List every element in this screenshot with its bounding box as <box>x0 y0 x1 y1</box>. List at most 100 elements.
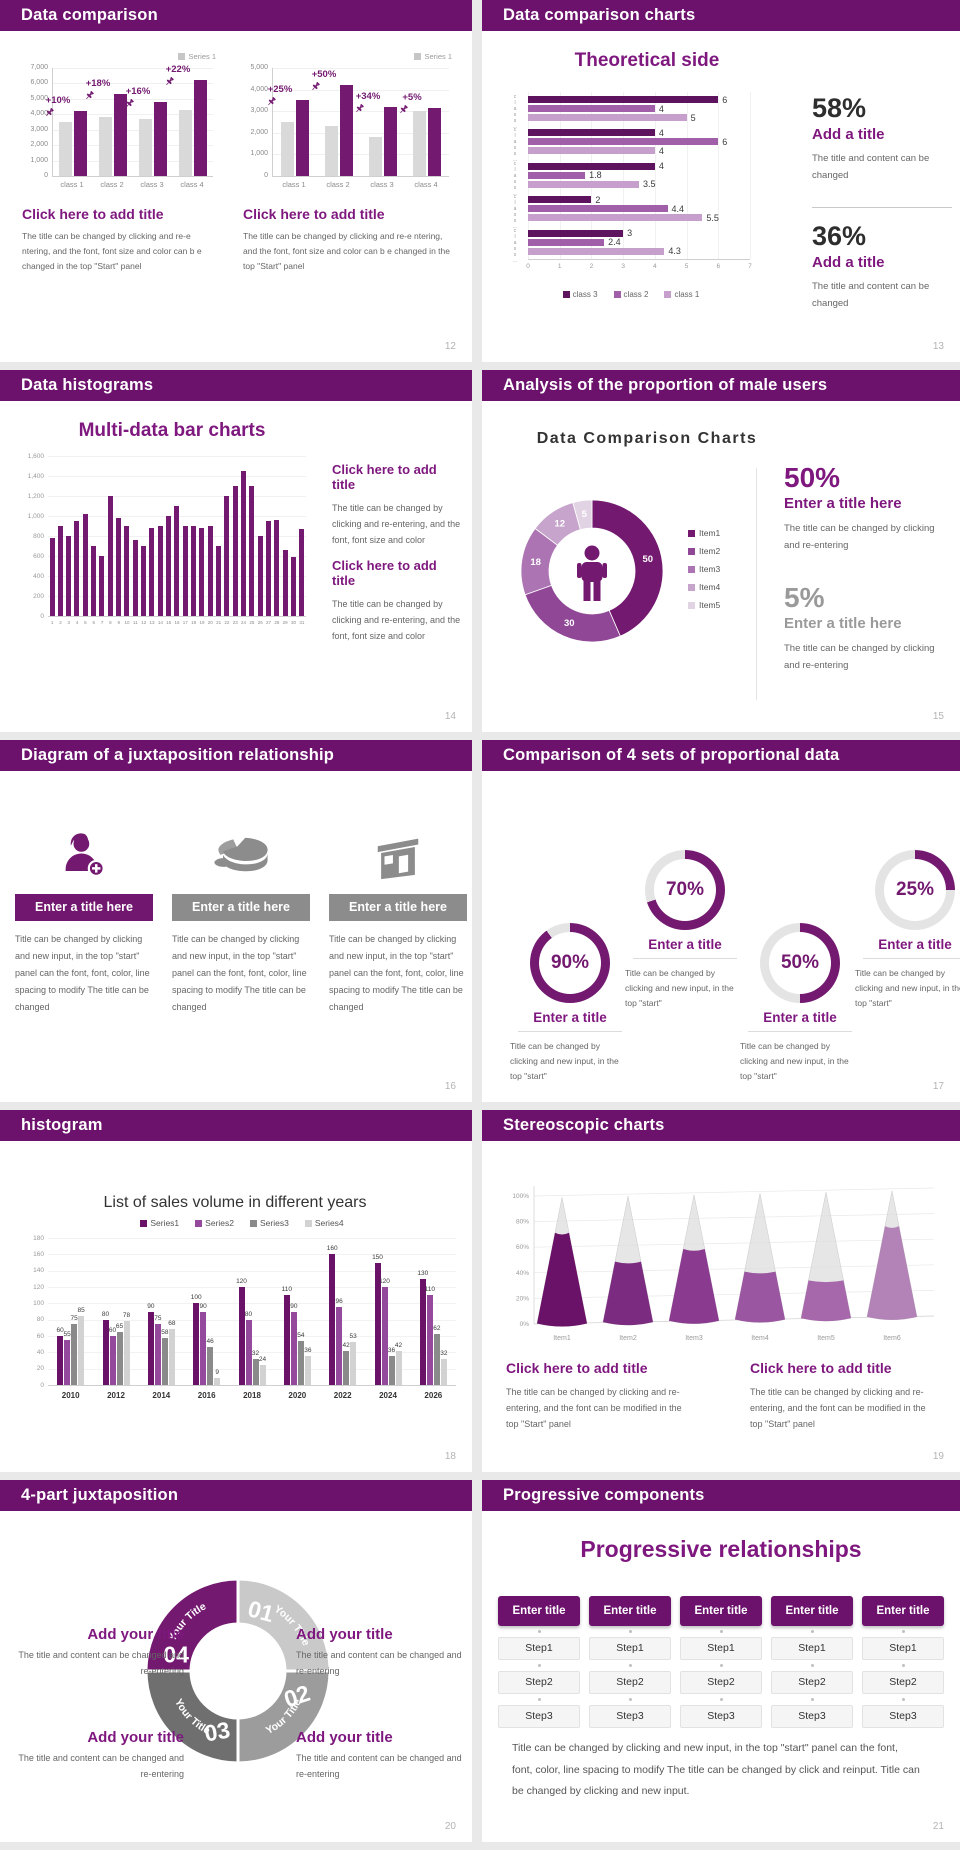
x-axis-label: 2012 <box>107 1391 125 1400</box>
slide-title: Progressive relationships <box>580 1536 862 1562</box>
pie-3d-icon <box>172 802 310 886</box>
bar <box>528 171 586 179</box>
block-body: The title can be changed by clicking and… <box>506 1387 682 1430</box>
bar <box>528 147 655 155</box>
bar <box>154 1323 161 1385</box>
x-axis-label: 28 <box>274 620 280 625</box>
bar <box>161 1337 168 1385</box>
x-axis-label: 29 <box>282 620 288 625</box>
bar-value-label: 46 <box>206 1338 214 1346</box>
chart-title: List of sales volume in different years <box>103 1194 367 1211</box>
bar <box>440 1358 447 1385</box>
legend: class 3 class 2 class 1 <box>512 290 750 299</box>
slide-13-data-comparison-charts[interactable]: Data comparison charts Theoretical side … <box>482 0 960 362</box>
slide-20-4-part-juxtaposition[interactable]: 4-part juxtaposition Your Title Your Titl… <box>0 1480 472 1842</box>
bar <box>381 1287 388 1385</box>
x-axis-label: 31 <box>299 620 305 625</box>
gridline <box>623 92 625 259</box>
column-body: Title can be changed by clicking and new… <box>15 934 150 1013</box>
bar <box>413 111 426 176</box>
block-body: The title and content can be changed and… <box>296 1753 462 1780</box>
page-number: 19 <box>932 1451 944 1462</box>
y-axis-label: 3,000 <box>30 125 48 133</box>
text-block: Add your title The title and content can… <box>12 1626 184 1679</box>
bar-value-label: 110 <box>281 1286 293 1294</box>
legend-label: Item4 <box>699 582 721 592</box>
gridline <box>53 98 213 100</box>
step-connector-dot <box>719 1698 723 1701</box>
slide-17-proportional-data[interactable]: Comparison of 4 sets of proportional dat… <box>482 740 960 1102</box>
bar <box>304 1355 311 1385</box>
legend-label: Series 1 <box>188 52 216 61</box>
gridline <box>273 111 449 113</box>
bar-value-label: 5.5 <box>706 212 719 223</box>
slide-15-male-users-proportion[interactable]: Analysis of the proportion of male users… <box>482 370 960 732</box>
gridline <box>273 89 449 91</box>
y-axis-label: 1,600 <box>27 452 44 460</box>
bar-value-label: 65 <box>115 1322 124 1330</box>
bar-value-label: 160 <box>326 1245 338 1253</box>
chart-class-comparison-1: 0 1,000 2,000 3,000 4,000 5,000 6,000 7,000 clas… <box>20 52 218 204</box>
x-axis-label: Item2 <box>619 1335 637 1342</box>
enter-title-button: Enter title <box>862 1596 944 1626</box>
gridline <box>48 456 306 457</box>
slide-header: 4-part juxtaposition <box>0 1480 472 1511</box>
block-title: Add your title <box>87 1626 184 1643</box>
x-axis-label: class 4 <box>180 180 204 189</box>
x-axis-label: class 3 <box>140 180 164 189</box>
bar-value-label: 90 <box>290 1302 298 1310</box>
y-axis-label: 1,000 <box>250 150 268 158</box>
gridline <box>686 92 688 259</box>
legend-item: Item5 <box>688 600 720 610</box>
bar <box>154 101 167 176</box>
gridline <box>48 1368 456 1370</box>
pushpin <box>310 79 321 91</box>
bar <box>182 526 188 616</box>
gauge-text-block: Enter a title Title can be changed by cli… <box>740 1010 860 1084</box>
slide-21-progressive-components[interactable]: Progressive components Progressive relat… <box>482 1480 960 1842</box>
x-axis-label: 4 <box>75 620 79 625</box>
bar <box>245 1319 252 1385</box>
chart-sales-volume: 0 20 40 60 80 100 120 140 160 180 60 55 75 85 2010 80 60… <box>18 1232 463 1422</box>
bar <box>190 526 196 616</box>
slide-19-stereoscopic-charts[interactable]: Stereoscopic charts 0% 20% 40% 60% 80% 100% It… <box>482 1110 960 1472</box>
block-title: Click here to add title <box>332 462 437 492</box>
bar-value-label: 6 <box>722 94 728 105</box>
step-connector-dot <box>901 1698 905 1701</box>
block-body: The title can be changed by clicking and… <box>750 1387 926 1430</box>
bar-value-label: 9 <box>215 1368 219 1376</box>
gridline <box>53 83 213 85</box>
gridline <box>533 1213 935 1222</box>
y-axis-label: 1,400 <box>27 472 44 480</box>
x-axis-label: 6 <box>92 620 96 625</box>
page-number: 17 <box>932 1081 944 1092</box>
stat-body: The title and content can be changed <box>812 281 930 309</box>
x-axis-label: 18 <box>191 620 197 625</box>
stat-value: 36% <box>812 221 867 251</box>
bar-value-label: 4 <box>658 127 664 138</box>
slide-12-data-comparison[interactable]: Data comparison 0 1,000 2,000 3,000 4,000 5,0… <box>0 0 472 362</box>
slide-18-histogram[interactable]: histogram List of sales volume in differ… <box>0 1110 472 1472</box>
x-axis-label: 2020 <box>288 1391 307 1400</box>
bar-value-label: +34% <box>355 90 381 102</box>
gridline <box>48 1336 456 1337</box>
divider <box>812 207 952 208</box>
step-box: Step2 <box>589 1671 671 1694</box>
step-box: Step1 <box>771 1637 853 1660</box>
slide-14-data-histograms[interactable]: Data histograms Multi-data bar charts 0 2… <box>0 370 472 732</box>
bar-value-label: 6 <box>722 136 728 147</box>
y-axis-label: 40 <box>36 1348 44 1356</box>
y-axis-label: class… <box>512 194 518 231</box>
legend-label: Series2 <box>205 1218 234 1228</box>
block-body: The title and content can be changed and… <box>296 1650 462 1677</box>
gridline <box>654 92 656 259</box>
bar <box>257 536 263 616</box>
gridline <box>48 1254 456 1256</box>
legend-item: Item1 <box>688 528 720 538</box>
slide-16-juxtaposition-diagram[interactable]: Diagram of a juxtaposition relationship … <box>0 740 472 1102</box>
text-block: Click here to add title The title can be… <box>22 206 218 274</box>
legend-item: class 1 <box>664 290 699 299</box>
pushpin-icon <box>400 105 408 114</box>
chart-legend: Item1 Item2 Item3 Item4 Item5 <box>688 528 720 618</box>
legend-label: Series1 <box>150 1218 180 1228</box>
